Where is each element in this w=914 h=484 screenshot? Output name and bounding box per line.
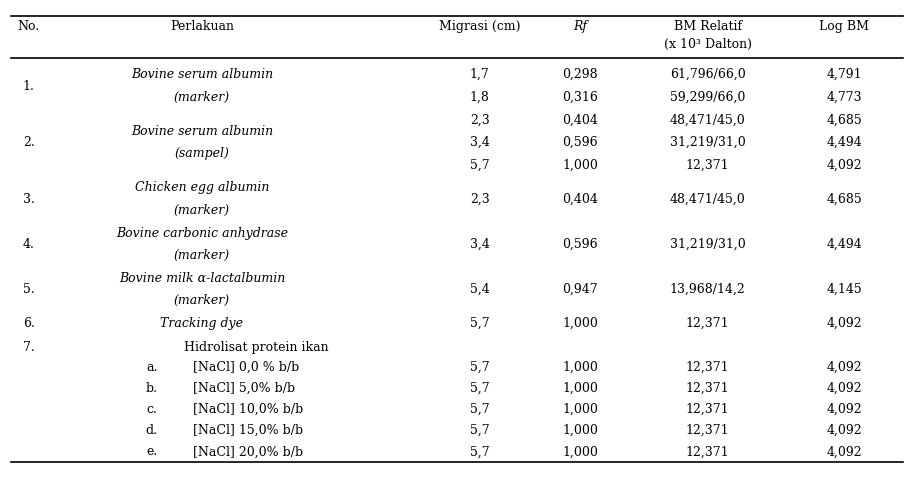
Text: 4,092: 4,092 bbox=[826, 382, 862, 395]
Text: 0,404: 0,404 bbox=[562, 193, 598, 206]
Text: 31,219/31,0: 31,219/31,0 bbox=[670, 136, 746, 149]
Text: 4.: 4. bbox=[23, 238, 35, 251]
Text: 0,596: 0,596 bbox=[562, 136, 598, 149]
Text: a.: a. bbox=[146, 361, 157, 374]
Text: 1.: 1. bbox=[23, 79, 35, 92]
Text: Bovine milk α-lactalbumin: Bovine milk α-lactalbumin bbox=[119, 272, 285, 285]
Text: 5,7: 5,7 bbox=[470, 159, 490, 172]
Text: 12,371: 12,371 bbox=[686, 317, 729, 330]
Text: (marker): (marker) bbox=[174, 249, 230, 262]
Text: 4,685: 4,685 bbox=[826, 113, 862, 126]
Text: Log BM: Log BM bbox=[819, 19, 869, 32]
Text: (sampel): (sampel) bbox=[175, 148, 229, 160]
Text: (marker): (marker) bbox=[174, 294, 230, 307]
Text: 0,404: 0,404 bbox=[562, 113, 598, 126]
Text: 1,000: 1,000 bbox=[562, 424, 598, 437]
Text: 4,092: 4,092 bbox=[826, 445, 862, 458]
Text: 13,968/14,2: 13,968/14,2 bbox=[670, 283, 746, 296]
Text: 48,471/45,0: 48,471/45,0 bbox=[670, 113, 746, 126]
Text: 1,000: 1,000 bbox=[562, 445, 598, 458]
Text: 1,000: 1,000 bbox=[562, 361, 598, 374]
Text: [NaCl] 20,0% b/b: [NaCl] 20,0% b/b bbox=[193, 445, 303, 458]
Text: 59,299/66,0: 59,299/66,0 bbox=[670, 91, 745, 104]
Text: 1,7: 1,7 bbox=[470, 68, 490, 81]
Text: Perlakuan: Perlakuan bbox=[170, 19, 234, 32]
Text: Bovine carbonic anhydrase: Bovine carbonic anhydrase bbox=[116, 227, 288, 240]
Text: 4,092: 4,092 bbox=[826, 361, 862, 374]
Text: Hidrolisat protein ikan: Hidrolisat protein ikan bbox=[184, 341, 328, 354]
Text: d.: d. bbox=[145, 424, 158, 437]
Text: [NaCl] 10,0% b/b: [NaCl] 10,0% b/b bbox=[193, 403, 303, 416]
Text: (marker): (marker) bbox=[174, 204, 230, 217]
Text: 3,4: 3,4 bbox=[470, 238, 490, 251]
Text: 4,685: 4,685 bbox=[826, 193, 862, 206]
Text: 12,371: 12,371 bbox=[686, 382, 729, 395]
Text: (marker): (marker) bbox=[174, 91, 230, 104]
Text: 3,4: 3,4 bbox=[470, 136, 490, 149]
Text: 5,7: 5,7 bbox=[470, 317, 490, 330]
Text: 5,4: 5,4 bbox=[470, 283, 490, 296]
Text: 4,092: 4,092 bbox=[826, 159, 862, 172]
Text: No.: No. bbox=[17, 19, 40, 32]
Text: Bovine serum albumin: Bovine serum albumin bbox=[131, 125, 273, 138]
Text: 4,145: 4,145 bbox=[826, 283, 862, 296]
Text: [NaCl] 15,0% b/b: [NaCl] 15,0% b/b bbox=[193, 424, 303, 437]
Text: 61,796/66,0: 61,796/66,0 bbox=[670, 68, 746, 81]
Text: 12,371: 12,371 bbox=[686, 445, 729, 458]
Text: 1,000: 1,000 bbox=[562, 317, 598, 330]
Text: 12,371: 12,371 bbox=[686, 424, 729, 437]
Text: 4,092: 4,092 bbox=[826, 403, 862, 416]
Text: 4,791: 4,791 bbox=[826, 68, 862, 81]
Text: 4,092: 4,092 bbox=[826, 424, 862, 437]
Text: Chicken egg albumin: Chicken egg albumin bbox=[134, 182, 269, 195]
Text: 5,7: 5,7 bbox=[470, 361, 490, 374]
Text: e.: e. bbox=[146, 445, 157, 458]
Text: 0,316: 0,316 bbox=[562, 91, 598, 104]
Text: 12,371: 12,371 bbox=[686, 403, 729, 416]
Text: 5.: 5. bbox=[23, 283, 35, 296]
Text: 31,219/31,0: 31,219/31,0 bbox=[670, 238, 746, 251]
Text: 5,7: 5,7 bbox=[470, 445, 490, 458]
Text: 1,000: 1,000 bbox=[562, 159, 598, 172]
Text: Rf: Rf bbox=[573, 19, 587, 32]
Text: c.: c. bbox=[146, 403, 157, 416]
Text: 5,7: 5,7 bbox=[470, 424, 490, 437]
Text: b.: b. bbox=[145, 382, 158, 395]
Text: 6.: 6. bbox=[23, 317, 35, 330]
Text: 4,773: 4,773 bbox=[826, 91, 862, 104]
Text: 0,596: 0,596 bbox=[562, 238, 598, 251]
Text: 0,298: 0,298 bbox=[562, 68, 598, 81]
Text: Bovine serum albumin: Bovine serum albumin bbox=[131, 68, 273, 81]
Text: 2,3: 2,3 bbox=[470, 113, 490, 126]
Text: BM Relatif: BM Relatif bbox=[674, 19, 741, 32]
Text: 2,3: 2,3 bbox=[470, 193, 490, 206]
Text: 1,000: 1,000 bbox=[562, 403, 598, 416]
Text: 3.: 3. bbox=[23, 193, 35, 206]
Text: 5,7: 5,7 bbox=[470, 382, 490, 395]
Text: (x 10³ Dalton): (x 10³ Dalton) bbox=[664, 38, 751, 51]
Text: 12,371: 12,371 bbox=[686, 361, 729, 374]
Text: 4,494: 4,494 bbox=[826, 238, 862, 251]
Text: 12,371: 12,371 bbox=[686, 159, 729, 172]
Text: 5,7: 5,7 bbox=[470, 403, 490, 416]
Text: 0,947: 0,947 bbox=[562, 283, 598, 296]
Text: 2.: 2. bbox=[23, 136, 35, 149]
Text: Tracking dye: Tracking dye bbox=[160, 317, 243, 330]
Text: 4,494: 4,494 bbox=[826, 136, 862, 149]
Text: [NaCl] 0,0 % b/b: [NaCl] 0,0 % b/b bbox=[193, 361, 299, 374]
Text: 7.: 7. bbox=[23, 341, 35, 354]
Text: 1,000: 1,000 bbox=[562, 382, 598, 395]
Text: [NaCl] 5,0% b/b: [NaCl] 5,0% b/b bbox=[193, 382, 295, 395]
Text: 1,8: 1,8 bbox=[470, 91, 490, 104]
Text: Migrasi (cm): Migrasi (cm) bbox=[439, 19, 521, 32]
Text: 48,471/45,0: 48,471/45,0 bbox=[670, 193, 746, 206]
Text: 4,092: 4,092 bbox=[826, 317, 862, 330]
